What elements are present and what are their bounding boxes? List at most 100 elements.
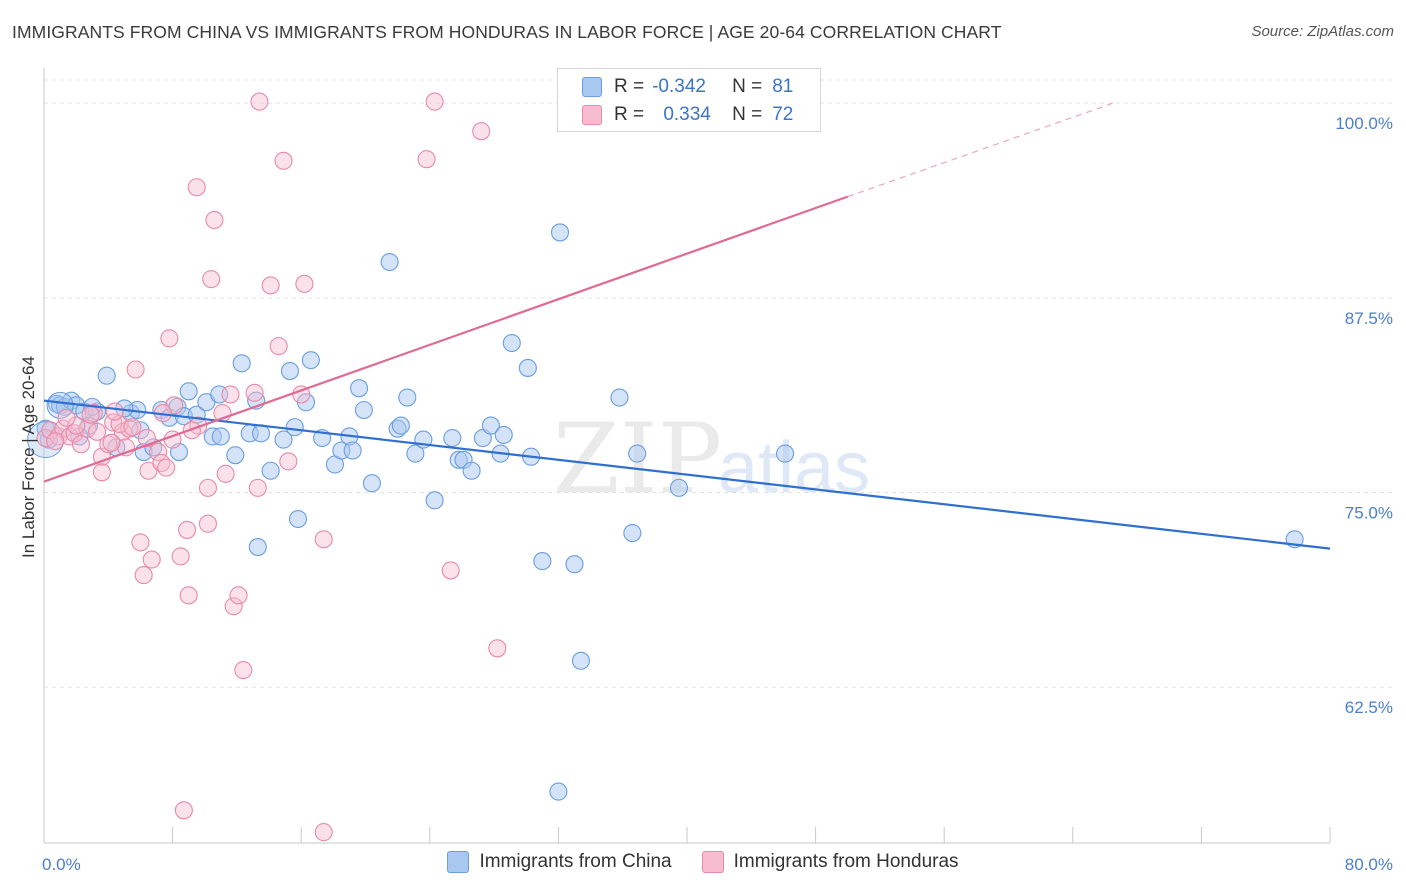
china-point — [380, 252, 399, 272]
china-point — [518, 358, 537, 377]
honduras-point — [441, 561, 460, 580]
china-point — [39, 430, 58, 449]
china-point — [610, 388, 629, 407]
china-point — [362, 474, 381, 493]
honduras-point — [81, 405, 100, 424]
honduras-point — [245, 383, 264, 402]
y-tick-label: 87.5% — [1345, 309, 1393, 328]
honduras-trend-extension — [847, 102, 1114, 198]
honduras-legend-swatch — [701, 851, 724, 873]
legend-china-n-label: N = — [732, 76, 763, 97]
honduras-point — [261, 276, 280, 295]
honduras-point — [149, 442, 168, 462]
honduras-point — [84, 404, 103, 423]
honduras-point — [134, 566, 153, 585]
honduras-point — [92, 463, 111, 482]
honduras-point — [46, 432, 65, 451]
china-point — [398, 388, 417, 407]
honduras-point — [171, 547, 190, 566]
honduras-point — [216, 464, 235, 483]
honduras-point — [198, 514, 218, 533]
axes — [43, 68, 1331, 844]
legend-honduras-r-value: 0.334 — [663, 104, 711, 125]
china-point — [406, 444, 425, 463]
china-point — [462, 461, 481, 480]
axis-labels: 100.0% 87.5% 75.0% 62.5% 0.0% 80.0% In Labor F… — [19, 114, 1393, 874]
y-tick-label: 100.0% — [1335, 114, 1393, 133]
honduras-point — [248, 478, 267, 497]
x-tick-label-max: 80.0% — [1345, 855, 1393, 874]
china-point — [628, 444, 647, 463]
y-tick-label: 75.0% — [1345, 504, 1393, 523]
honduras-point — [221, 385, 240, 404]
china-point — [623, 523, 642, 543]
legend-honduras-n-label: N = — [732, 104, 763, 125]
series-legend: Immigrants from China Immigrants from Ho… — [0, 851, 1406, 873]
trend-lines — [43, 102, 1331, 550]
honduras-point — [179, 586, 198, 605]
china-point — [565, 555, 584, 574]
honduras-point — [160, 329, 179, 348]
honduras-point — [229, 586, 248, 605]
china-point — [46, 391, 74, 419]
china-point — [248, 538, 267, 557]
china-point — [549, 782, 568, 801]
honduras-point — [189, 416, 208, 435]
china-point — [502, 333, 521, 353]
china-point — [354, 400, 373, 420]
legend-honduras-label: Immigrants from Honduras — [733, 851, 959, 872]
honduras-point — [178, 520, 197, 539]
honduras-point — [314, 530, 333, 549]
legend-china-r-label: R = — [614, 76, 645, 97]
china-point — [280, 362, 299, 381]
honduras-point — [174, 801, 193, 820]
china-point — [288, 509, 308, 529]
china-point — [533, 552, 552, 571]
legend-row-honduras: R = 0.334 N = 72 — [558, 101, 793, 129]
china-point — [179, 382, 198, 401]
honduras-point — [224, 597, 243, 616]
honduras-trend-line — [43, 195, 849, 483]
honduras-point — [99, 435, 118, 454]
honduras-point — [202, 270, 221, 289]
china-point — [481, 416, 500, 435]
legend-china-r-value: -0.342 — [652, 76, 706, 97]
honduras-point — [87, 422, 107, 441]
y-axis-label: In Labor Force | Age 20-64 — [19, 356, 38, 558]
honduras-point — [157, 458, 176, 477]
china-swatch — [582, 77, 602, 97]
honduras-point — [274, 151, 293, 170]
legend-china-n-value: 81 — [772, 76, 794, 97]
honduras-point — [142, 550, 161, 569]
honduras-point — [57, 408, 76, 427]
china-point — [776, 444, 795, 463]
honduras-point — [137, 428, 156, 448]
china-point — [494, 425, 513, 444]
honduras-point — [205, 210, 224, 230]
y-tick-label: 62.5% — [1345, 698, 1393, 717]
honduras-point — [295, 274, 314, 293]
honduras-point — [269, 337, 288, 356]
china-point — [343, 441, 362, 460]
honduras-point — [187, 178, 206, 197]
china-legend-swatch — [447, 851, 470, 873]
china-point — [97, 366, 116, 385]
china-point — [274, 430, 293, 449]
china-point — [211, 427, 230, 446]
honduras-swatch — [582, 105, 602, 125]
chart-title: IMMIGRANTS FROM CHINA VS IMMIGRANTS FROM… — [12, 22, 1002, 42]
legend-item-china[interactable]: Immigrants from China — [447, 851, 672, 873]
watermark: ZIP atlas — [553, 403, 870, 515]
honduras-point — [279, 452, 298, 471]
honduras-point — [198, 478, 218, 497]
china-point — [391, 416, 410, 435]
legend-row-china: R = -0.342 N = 81 — [558, 73, 793, 101]
source-label: Source: ZipAtlas.com — [1251, 23, 1394, 40]
legend-china-label: Immigrants from China — [479, 851, 672, 872]
legend-item-honduras[interactable]: Immigrants from Honduras — [701, 851, 959, 873]
honduras-point — [120, 419, 139, 438]
china-trend-line — [43, 399, 1331, 550]
honduras-point — [102, 433, 121, 452]
honduras-point — [250, 92, 269, 111]
